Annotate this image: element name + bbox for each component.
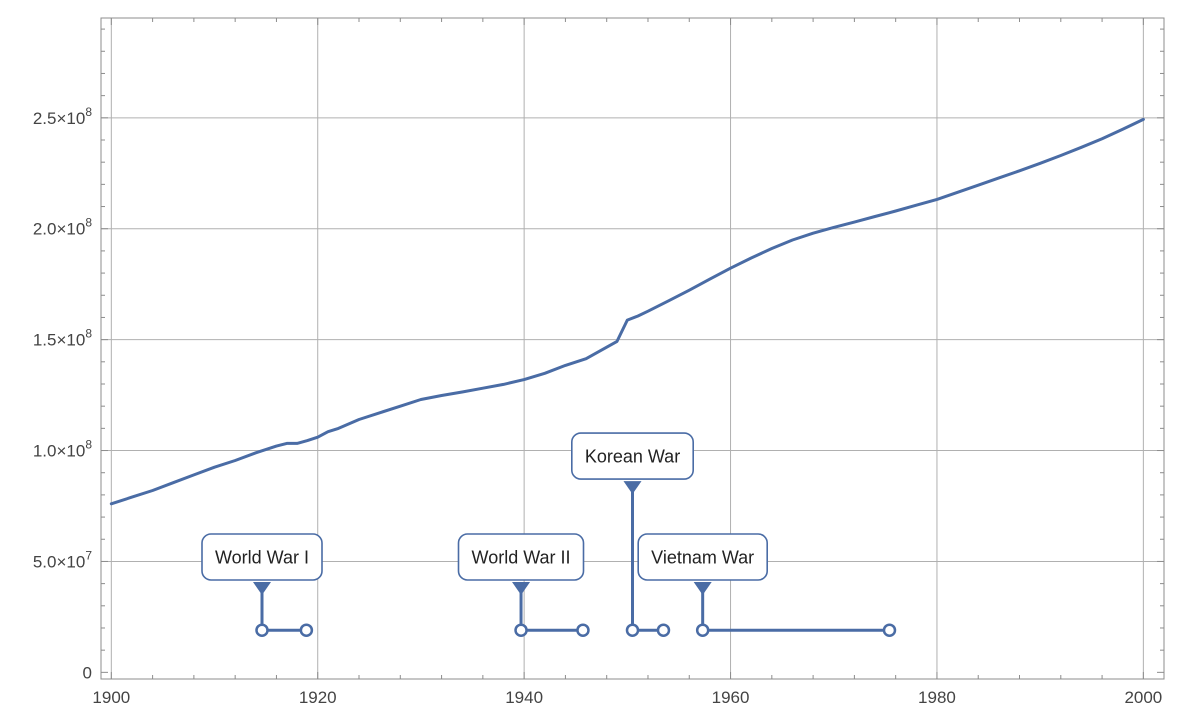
annotation-pointer (693, 582, 712, 596)
annotation-label: World War II (472, 548, 571, 568)
y-tick-label: 2.0×108 (33, 216, 92, 239)
annotation-end-marker (882, 623, 897, 637)
annotation-label-box (570, 432, 694, 480)
x-tick-label: 1900 (92, 688, 130, 707)
annotation-vietnam-war: Vietnam War (637, 533, 897, 637)
x-tick-label: 1940 (505, 688, 543, 707)
population-line (109, 117, 1145, 506)
annotation-pointer (623, 481, 642, 495)
x-tick-label: 1920 (299, 688, 337, 707)
axes: 1900 1920 1940 1960 1980 2000 0 5.0×107 1.0×108 1… (33, 17, 1165, 707)
annotation-pointer (252, 582, 271, 596)
plot-frame (100, 17, 1165, 680)
y-tick-label: 1.0×108 (33, 438, 92, 461)
x-tick-label: 1980 (918, 688, 956, 707)
y-tick-label: 1.5×108 (33, 327, 92, 350)
y-tick-label: 5.0×107 (33, 548, 92, 571)
series-layer (109, 117, 1145, 506)
annotation-label: Vietnam War (651, 548, 754, 568)
annotation-korean-war: Korean War (570, 432, 694, 637)
annotation-label: Korean War (585, 447, 680, 467)
annotation-end-marker (656, 623, 671, 637)
y-tick-label: 2.5×108 (33, 105, 92, 128)
y-tick-label: 0 (83, 663, 92, 682)
annotation-label-box (637, 533, 769, 581)
annotation-start-marker (514, 623, 528, 637)
annotations: World War I World War II Korean War Vietnam… (201, 432, 897, 637)
annotation-start-marker (625, 623, 640, 637)
annotation-label-box (457, 533, 585, 581)
annotation-start-marker (255, 623, 269, 637)
annotation-world-war-ii: World War II (457, 533, 590, 637)
annotation-start-marker (695, 623, 710, 637)
annotation-pointer (512, 582, 531, 596)
annotation-label: World War I (215, 548, 309, 568)
annotation-end-marker (299, 623, 314, 637)
annotation-label-box (201, 533, 323, 581)
x-tick-label: 2000 (1124, 688, 1162, 707)
annotation-end-marker (576, 623, 590, 637)
x-tick-label: 1960 (712, 688, 750, 707)
annotation-world-war-i: World War I (201, 533, 323, 637)
